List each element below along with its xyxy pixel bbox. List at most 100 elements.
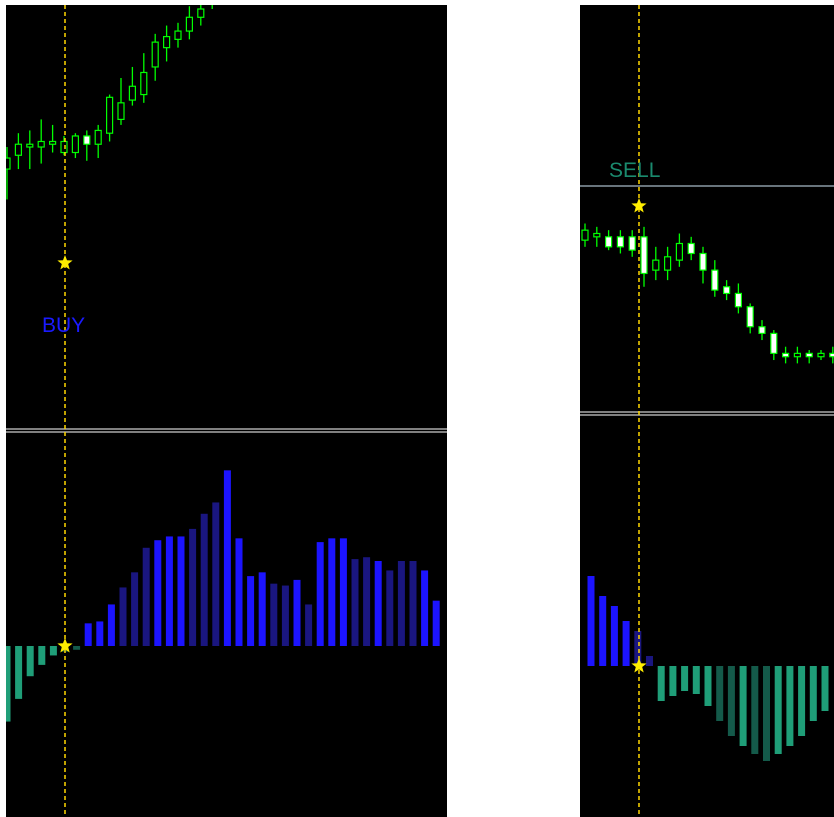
histogram-bar	[409, 561, 417, 646]
histogram-bar	[73, 646, 81, 650]
sell-example-panel: SELL	[580, 5, 834, 817]
candle-bull	[163, 36, 171, 49]
candle-bull	[793, 352, 801, 358]
sell-histogram-chart	[587, 576, 829, 761]
histogram-bar	[692, 666, 700, 694]
histogram-bar	[339, 538, 347, 646]
candle-bull	[71, 135, 80, 154]
sell-star-histogram	[631, 658, 647, 673]
histogram-bar	[293, 579, 301, 646]
histogram-bar	[821, 666, 829, 711]
sell-label: SELL	[609, 159, 660, 182]
histogram-bar	[610, 606, 618, 666]
histogram-bar	[223, 470, 231, 646]
candle-bull	[140, 71, 148, 96]
histogram-bar	[142, 547, 150, 646]
histogram-bar	[316, 542, 324, 646]
buy-chart-svg: BUY	[6, 5, 447, 817]
histogram-bar	[119, 587, 127, 646]
histogram-bar	[247, 576, 255, 646]
histogram-bar	[305, 604, 313, 646]
candle-bear	[746, 306, 754, 328]
star-icon	[57, 638, 73, 653]
star-icon	[631, 658, 647, 673]
candle-bear	[605, 236, 613, 248]
sell-star-price	[631, 198, 647, 213]
histogram-bar	[200, 513, 208, 646]
histogram-bar	[657, 666, 665, 701]
candle-bull	[48, 140, 57, 145]
histogram-bar	[107, 604, 115, 646]
histogram-bar	[270, 583, 278, 646]
histogram-bar	[386, 570, 394, 646]
histogram-bar	[599, 596, 607, 666]
candle-bear	[616, 236, 625, 248]
candle-bull	[174, 30, 182, 40]
histogram-bar	[739, 666, 747, 746]
candle-bull	[663, 256, 672, 271]
histogram-bar	[751, 666, 759, 754]
buy-example-panel: BUY	[6, 5, 447, 817]
histogram-bar	[704, 666, 712, 706]
buy-price-chart	[6, 5, 213, 200]
candle-bear	[829, 352, 834, 358]
candle-bear	[699, 252, 707, 271]
star-icon	[57, 255, 73, 270]
histogram-bar	[622, 621, 630, 666]
histogram-bar	[432, 600, 440, 646]
candle-bear	[711, 269, 719, 291]
candle-bull	[197, 8, 205, 18]
candle-bear	[770, 332, 778, 354]
sell-chart-svg: SELL	[580, 5, 834, 817]
candle-bull	[128, 85, 137, 101]
candle-bull	[105, 96, 114, 134]
candle-bull	[593, 232, 601, 238]
histogram-bar	[177, 536, 185, 646]
candle-bull	[14, 143, 22, 156]
histogram-bar	[84, 623, 92, 646]
histogram-bar	[154, 540, 162, 646]
sell-price-chart	[581, 223, 834, 364]
histogram-bar	[212, 502, 220, 646]
candle-bear	[628, 236, 636, 251]
candle-bear	[758, 326, 766, 334]
histogram-bar	[131, 572, 139, 646]
candle-bear	[640, 236, 648, 275]
histogram-bar	[328, 538, 336, 646]
histogram-bar	[281, 585, 289, 646]
histogram-bar	[774, 666, 782, 754]
histogram-bar	[258, 572, 266, 646]
candle-bull	[37, 140, 45, 148]
histogram-bar	[363, 557, 371, 646]
buy-histogram-chart	[6, 470, 440, 722]
buy-star-price	[57, 255, 73, 270]
histogram-bar	[763, 666, 770, 761]
buy-star-histogram	[57, 638, 73, 653]
histogram-bar	[716, 666, 724, 721]
candle-bear	[687, 242, 695, 255]
histogram-bar	[397, 561, 405, 646]
star-icon	[631, 198, 647, 213]
histogram-bar	[809, 666, 817, 721]
histogram-bar	[786, 666, 794, 746]
candle-bull	[6, 157, 11, 170]
histogram-bar	[634, 631, 642, 666]
histogram-bar	[727, 666, 735, 736]
candle-bull	[151, 41, 159, 68]
histogram-bar	[798, 666, 806, 736]
histogram-bar	[26, 646, 34, 677]
candle-bull	[581, 229, 589, 241]
histogram-bar	[421, 570, 429, 646]
candle-bear	[83, 135, 91, 145]
candle-bear	[782, 352, 790, 358]
histogram-bar	[587, 576, 595, 666]
histogram-bar	[374, 561, 382, 646]
candle-bear	[805, 352, 813, 358]
histogram-bar	[38, 646, 46, 665]
candle-bull	[117, 102, 125, 120]
histogram-bar	[96, 621, 104, 646]
buy-label: BUY	[42, 314, 85, 337]
histogram-bar	[681, 666, 689, 691]
histogram-bar	[49, 646, 57, 656]
candle-bull	[675, 242, 684, 261]
